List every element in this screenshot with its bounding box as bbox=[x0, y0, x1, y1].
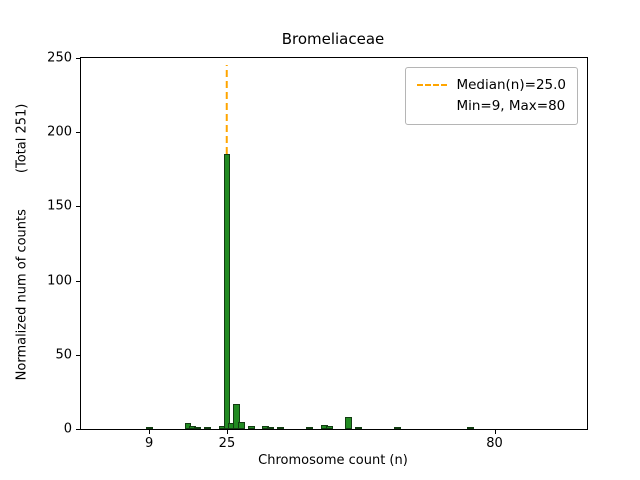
y-tick-label: 150 bbox=[47, 198, 72, 214]
x-tick-label: 9 bbox=[144, 436, 154, 451]
y-tick-mark bbox=[76, 429, 81, 430]
legend-entry-median: Median(n)=25.0 bbox=[417, 75, 566, 96]
x-axis-label: Chromosome count (n) bbox=[258, 453, 408, 468]
legend: Median(n)=25.0 Min=9, Max=80 bbox=[405, 67, 578, 125]
histogram-bar bbox=[466, 427, 474, 429]
y-tick-mark bbox=[76, 354, 81, 356]
y-tick-label: 200 bbox=[47, 124, 72, 140]
y-tick-label: 50 bbox=[55, 347, 72, 363]
legend-label-minmax: Min=9, Max=80 bbox=[456, 97, 566, 114]
y-tick-mark bbox=[76, 206, 81, 208]
histogram-bar bbox=[354, 427, 362, 429]
plot-area: Median(n)=25.0 Min=9, Max=80 9 25 80 0 50 100… bbox=[47, 51, 588, 451]
histogram-bar bbox=[325, 426, 333, 429]
histogram-bar bbox=[223, 154, 231, 429]
y-tick-mark bbox=[76, 58, 81, 59]
median-line-legend-swatch bbox=[417, 84, 448, 87]
histogram-bar bbox=[194, 427, 202, 429]
x-tick-label: 25 bbox=[218, 436, 236, 451]
histogram-bar bbox=[393, 427, 401, 429]
legend-spacer bbox=[417, 105, 447, 107]
y-axis-label-text: Normalized num of counts bbox=[14, 209, 30, 381]
y-tick-label: 0 bbox=[63, 421, 72, 437]
histogram-bar bbox=[145, 427, 153, 429]
y-axis-label: Normalized num of counts (Total 251) bbox=[15, 104, 30, 381]
y-axis-label-note: (Total 251) bbox=[14, 103, 30, 174]
histogram-bar bbox=[204, 427, 211, 429]
histogram-bar bbox=[247, 426, 255, 429]
histogram-bar bbox=[277, 427, 284, 429]
legend-entry-minmax: Min=9, Max=80 bbox=[417, 96, 566, 117]
histogram-bar bbox=[238, 421, 245, 429]
y-tick-mark bbox=[76, 132, 81, 134]
chart-title: Bromeliaceae bbox=[281, 30, 385, 48]
y-tick-label: 100 bbox=[47, 273, 72, 289]
y-tick-label: 250 bbox=[47, 50, 72, 66]
histogram-bar bbox=[184, 423, 192, 429]
legend-label-median: Median(n)=25.0 bbox=[456, 77, 566, 93]
histogram-bar bbox=[345, 417, 352, 429]
x-tick-mark bbox=[494, 429, 496, 434]
histogram-bar bbox=[233, 403, 241, 429]
histogram-bar bbox=[306, 427, 314, 429]
x-tick-label: 80 bbox=[486, 436, 503, 451]
histogram-bar bbox=[267, 427, 275, 429]
x-tick-mark bbox=[149, 429, 151, 434]
x-tick-mark bbox=[226, 429, 228, 434]
y-tick-mark bbox=[76, 280, 81, 282]
